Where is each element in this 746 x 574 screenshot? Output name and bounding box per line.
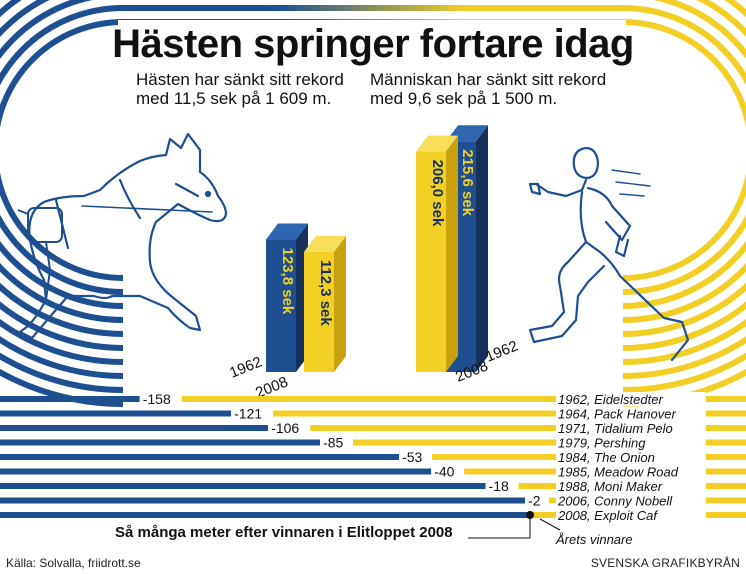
category-label: 2008, Exploit Caf xyxy=(557,508,658,523)
category-label: 1988, Moni Maker xyxy=(558,479,663,494)
page-title: Hästen springer fortare idag xyxy=(112,22,634,66)
bar-top xyxy=(304,235,346,252)
bar-label-bg xyxy=(139,391,182,407)
category-label-bg xyxy=(556,392,706,406)
category-label-bg xyxy=(556,435,706,450)
bar-label-bg xyxy=(431,463,465,480)
bar-side xyxy=(476,125,488,372)
bar-year-label: 1962 xyxy=(483,337,520,365)
bar-side xyxy=(334,235,346,372)
category-label-bg xyxy=(556,406,706,421)
bar-value-label: 112,3 sek xyxy=(317,260,334,327)
bar-top xyxy=(266,223,308,240)
bar-label-bg xyxy=(399,449,433,465)
bar-label-bg xyxy=(525,492,550,509)
bar-label-bg xyxy=(320,434,354,451)
title-panel xyxy=(118,20,626,120)
category-label: 1971, Tidalium Pelo xyxy=(558,421,673,436)
category-label-bg xyxy=(556,421,706,435)
category-label-bg xyxy=(556,479,706,493)
bar-label-bg xyxy=(268,420,311,436)
source-note: Källa: Solvalla, friidrott.se xyxy=(6,556,141,570)
elitloppet-chart: -158 1962, Eidelstedter -121 1964, Pack Han… xyxy=(0,391,746,539)
category-label: 1962, Eidelstedter xyxy=(558,392,663,407)
bar-value-label: 206,0 sek xyxy=(429,160,446,227)
track-lane xyxy=(0,5,746,295)
track-lane xyxy=(0,368,746,407)
category-label-bg xyxy=(556,464,706,479)
bar xyxy=(304,251,334,372)
bar xyxy=(266,239,296,372)
bar-top xyxy=(416,135,458,152)
horse-subtitle: Hästen har sänkt sitt rekord med 11,5 se… xyxy=(136,70,344,108)
bar-value-label: -40 xyxy=(434,464,454,480)
category-label: 1985, Meadow Road xyxy=(558,465,679,480)
bar-value-label: -85 xyxy=(323,435,343,451)
bar-side xyxy=(446,135,458,372)
bar-value-label: 215,6 sek xyxy=(459,149,476,216)
track-lane xyxy=(0,0,746,323)
bar-value-label: 123,8 sek xyxy=(279,248,296,315)
bar-value-label: -18 xyxy=(489,478,509,494)
category-label-bg xyxy=(556,450,706,464)
runner-icon xyxy=(528,146,690,362)
credit-note: SVENSKA GRAFIKBYRÅN xyxy=(590,556,740,570)
bar-year-label: 1962 xyxy=(227,353,264,381)
sulky-icon xyxy=(17,207,63,301)
track-lane xyxy=(0,352,746,393)
winner-leader xyxy=(539,518,561,531)
bar-label-bg xyxy=(485,478,519,494)
category-label: 2006, Conny Nobell xyxy=(557,494,673,509)
bar-value-label: -2 xyxy=(528,493,541,509)
winner-label: Årets vinnare xyxy=(556,532,633,547)
bar-value-label: -106 xyxy=(271,420,299,436)
track-lane xyxy=(0,318,746,365)
bar xyxy=(416,151,446,372)
track-lane xyxy=(0,301,746,351)
human-subtitle: Människan har sänkt sitt rekord med 9,6 … xyxy=(370,70,607,108)
track-lane xyxy=(0,335,746,379)
category-label-bg xyxy=(556,493,706,508)
category-label: 1984, The Onion xyxy=(558,450,655,465)
chart-caption: Så många meter efter vinnaren i Elitlopp… xyxy=(115,524,453,541)
bar-value-label: -53 xyxy=(402,449,422,465)
category-label: 1964, Pack Hanover xyxy=(558,407,676,422)
category-label: 1979, Pershing xyxy=(558,436,646,451)
category-label-bg xyxy=(556,508,706,522)
track-lane xyxy=(0,19,746,281)
bar-label-bg xyxy=(231,405,274,422)
bar-value-label: -158 xyxy=(143,391,171,407)
track-lane xyxy=(0,0,746,309)
bar-value-label: -121 xyxy=(234,406,262,422)
